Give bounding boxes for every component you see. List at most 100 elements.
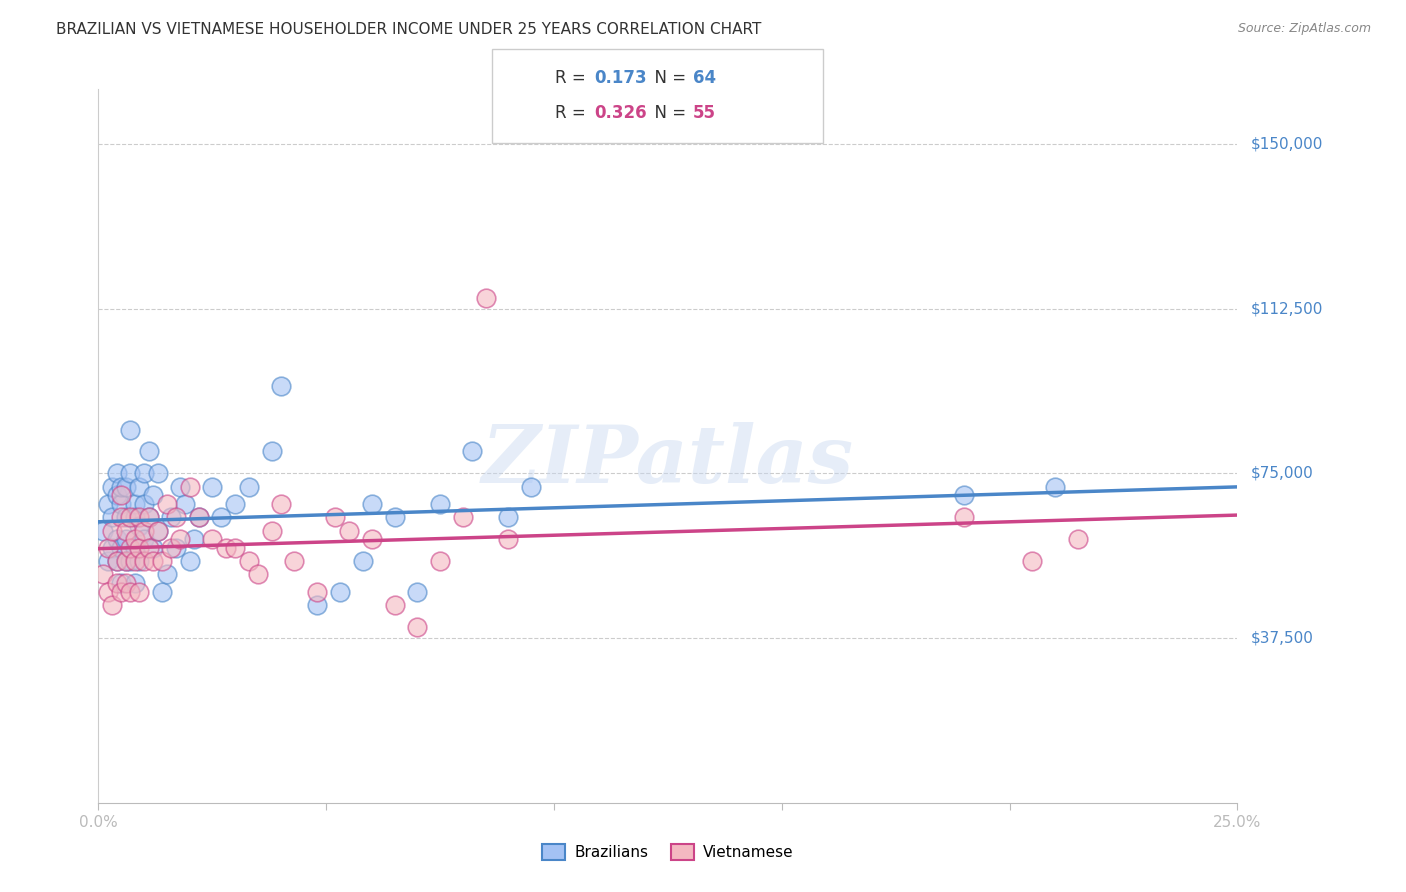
Point bbox=[183, 533, 205, 547]
Point bbox=[160, 510, 183, 524]
Point bbox=[105, 533, 128, 547]
Point bbox=[120, 585, 142, 599]
Point bbox=[156, 497, 179, 511]
Point bbox=[429, 554, 451, 568]
Point bbox=[246, 567, 269, 582]
Point bbox=[110, 576, 132, 591]
Text: 0.173: 0.173 bbox=[595, 69, 647, 87]
Point bbox=[120, 554, 142, 568]
Point bbox=[169, 533, 191, 547]
Point bbox=[110, 497, 132, 511]
Point bbox=[128, 510, 150, 524]
Point bbox=[520, 480, 543, 494]
Point bbox=[128, 541, 150, 555]
Point bbox=[110, 541, 132, 555]
Point bbox=[120, 510, 142, 524]
Text: 55: 55 bbox=[693, 104, 716, 122]
Text: $37,500: $37,500 bbox=[1251, 631, 1315, 646]
Point bbox=[1067, 533, 1090, 547]
Point bbox=[124, 554, 146, 568]
Point bbox=[132, 524, 155, 538]
Point bbox=[114, 554, 136, 568]
Point bbox=[105, 467, 128, 481]
Point bbox=[124, 541, 146, 555]
Text: $75,000: $75,000 bbox=[1251, 466, 1315, 481]
Text: BRAZILIAN VS VIETNAMESE HOUSEHOLDER INCOME UNDER 25 YEARS CORRELATION CHART: BRAZILIAN VS VIETNAMESE HOUSEHOLDER INCO… bbox=[56, 22, 762, 37]
Point bbox=[120, 467, 142, 481]
Point bbox=[120, 423, 142, 437]
Point bbox=[105, 554, 128, 568]
Point bbox=[169, 480, 191, 494]
Point bbox=[283, 554, 305, 568]
Point bbox=[128, 585, 150, 599]
Point bbox=[360, 497, 382, 511]
Point bbox=[114, 524, 136, 538]
Point bbox=[110, 510, 132, 524]
Point bbox=[146, 467, 169, 481]
Text: $112,500: $112,500 bbox=[1251, 301, 1323, 317]
Point bbox=[498, 533, 520, 547]
Point bbox=[128, 519, 150, 533]
Point bbox=[146, 524, 169, 538]
Point bbox=[128, 480, 150, 494]
Point bbox=[384, 598, 406, 612]
Text: Source: ZipAtlas.com: Source: ZipAtlas.com bbox=[1237, 22, 1371, 36]
Point bbox=[352, 554, 374, 568]
Point bbox=[953, 488, 976, 502]
Point bbox=[105, 554, 128, 568]
Point bbox=[96, 554, 118, 568]
Point bbox=[101, 524, 124, 538]
Point bbox=[138, 510, 160, 524]
Point bbox=[91, 567, 114, 582]
Text: ZIPatlas: ZIPatlas bbox=[482, 422, 853, 499]
Point bbox=[187, 510, 209, 524]
Point bbox=[260, 524, 283, 538]
Text: R =: R = bbox=[555, 104, 592, 122]
Point bbox=[150, 554, 173, 568]
Point bbox=[114, 554, 136, 568]
Point bbox=[96, 585, 118, 599]
Text: N =: N = bbox=[644, 104, 692, 122]
Point bbox=[101, 480, 124, 494]
Point bbox=[101, 598, 124, 612]
Point bbox=[406, 585, 429, 599]
Point bbox=[270, 497, 292, 511]
Point bbox=[105, 488, 128, 502]
Point bbox=[260, 444, 283, 458]
Point bbox=[114, 480, 136, 494]
Point bbox=[142, 554, 165, 568]
Point bbox=[132, 533, 155, 547]
Point bbox=[114, 533, 136, 547]
Point bbox=[142, 488, 165, 502]
Point bbox=[124, 497, 146, 511]
Point bbox=[179, 554, 201, 568]
Point bbox=[110, 585, 132, 599]
Point bbox=[138, 444, 160, 458]
Point bbox=[224, 541, 246, 555]
Text: R =: R = bbox=[555, 69, 592, 87]
Point bbox=[323, 510, 346, 524]
Point bbox=[132, 554, 155, 568]
Point bbox=[179, 480, 201, 494]
Point bbox=[138, 541, 160, 555]
Point bbox=[101, 541, 124, 555]
Point bbox=[132, 467, 155, 481]
Point bbox=[337, 524, 360, 538]
Point bbox=[953, 510, 976, 524]
Point bbox=[270, 378, 292, 392]
Text: 0.326: 0.326 bbox=[595, 104, 647, 122]
Point bbox=[215, 541, 238, 555]
Point bbox=[307, 598, 329, 612]
Text: 64: 64 bbox=[693, 69, 716, 87]
Point bbox=[132, 497, 155, 511]
Point bbox=[238, 554, 260, 568]
Point bbox=[224, 497, 246, 511]
Point bbox=[238, 480, 260, 494]
Point bbox=[124, 533, 146, 547]
Point bbox=[105, 576, 128, 591]
Point bbox=[96, 541, 118, 555]
Point bbox=[451, 510, 474, 524]
Point bbox=[165, 541, 187, 555]
Point bbox=[156, 567, 179, 582]
Point bbox=[329, 585, 352, 599]
